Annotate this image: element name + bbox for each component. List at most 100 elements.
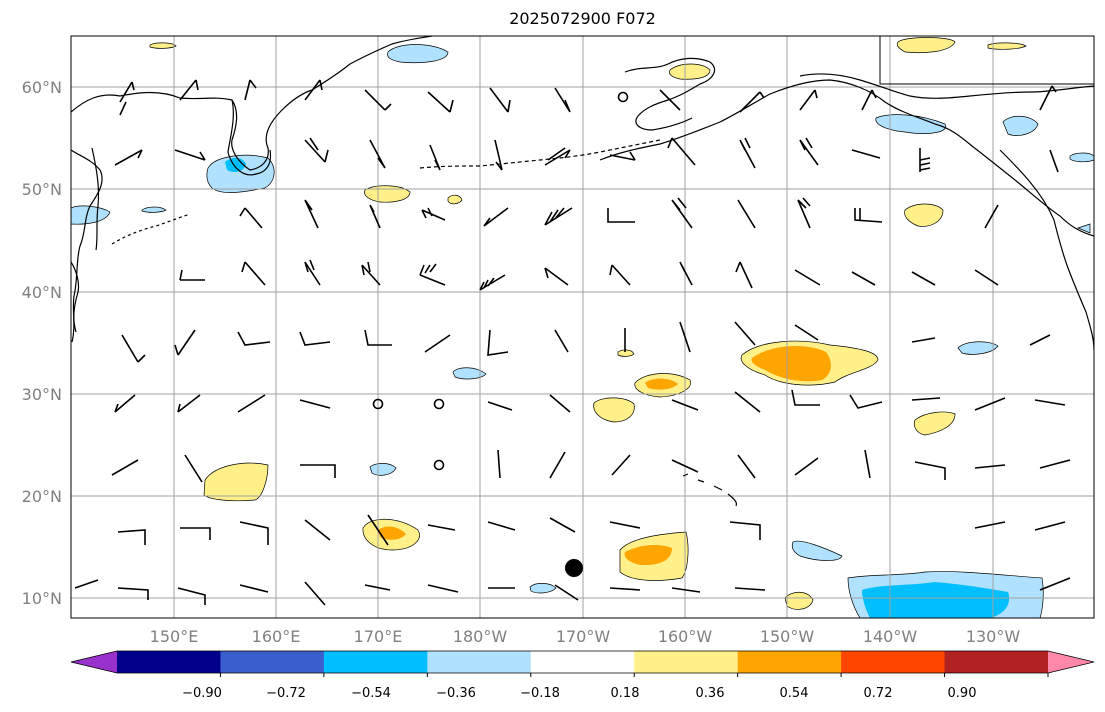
negative-anomaly — [71, 205, 111, 225]
positive-anomaly — [593, 397, 635, 423]
wind-barb — [729, 521, 761, 540]
wind-barb — [119, 81, 135, 116]
wind-barb — [424, 334, 451, 353]
wind-barb — [241, 261, 266, 286]
lon-label: 150°E — [150, 627, 199, 646]
aleutian-islands — [419, 139, 661, 169]
wind-barb — [734, 391, 761, 413]
wind-barb — [239, 207, 263, 229]
wind-barb — [739, 137, 756, 169]
wind-barb — [609, 521, 641, 529]
wind-barb — [861, 89, 877, 111]
lat-label: 20°N — [22, 487, 62, 506]
lat-label: 30°N — [22, 385, 62, 404]
wind-barb — [794, 269, 821, 286]
wind-barb — [735, 261, 753, 289]
wind-barb — [911, 397, 941, 401]
wind-barb — [799, 89, 818, 111]
wind-barb — [419, 263, 446, 286]
wind-barb — [671, 197, 693, 229]
anomaly-contours — [71, 37, 1094, 618]
wind-barb — [1034, 521, 1066, 531]
colorbar-tick-label: 0.36 — [696, 686, 725, 701]
okhotsk-coastline — [71, 149, 103, 343]
map-panel — [70, 35, 1095, 619]
wind-barb — [304, 519, 331, 541]
colorbar — [70, 650, 1095, 677]
kuril-islands — [111, 213, 191, 245]
arctic-coastline — [799, 73, 1094, 99]
positive-anomaly — [149, 42, 177, 49]
colorbar-tick-label: 0.72 — [864, 686, 893, 701]
wind-barb — [974, 521, 1006, 529]
positive-anomaly — [617, 349, 635, 357]
wind-barb — [179, 79, 199, 101]
lon-label: 160°E — [252, 627, 301, 646]
lon-label: 160°W — [658, 627, 713, 646]
wind-barb — [487, 401, 513, 411]
positive-anomaly — [669, 63, 711, 80]
positive-anomaly-core — [751, 346, 831, 382]
hawaii-islands — [682, 473, 738, 507]
wind-barb — [737, 199, 756, 229]
wind-barb — [74, 579, 99, 589]
wind-barb — [914, 461, 946, 480]
wind-barb — [494, 139, 503, 171]
colorbar-tick-label: −0.90 — [182, 686, 222, 701]
colorbar-tick-label: −0.54 — [351, 686, 391, 701]
negative-anomaly — [387, 44, 449, 64]
lat-label: 60°N — [22, 78, 62, 97]
wind-barb — [671, 459, 699, 473]
wind-barb — [1039, 85, 1057, 111]
alaska-coastline — [599, 79, 1094, 237]
map-frame — [70, 35, 1095, 619]
wind-barb — [799, 137, 819, 166]
longitude-labels: 150°E 160°E 170°E 180°W 170°W 160°W 150°… — [150, 627, 1021, 646]
wind-barb — [849, 394, 883, 409]
negative-anomaly-core — [225, 157, 246, 172]
wind-barb — [117, 529, 146, 545]
lon-label: 170°E — [354, 627, 403, 646]
wind-barb — [854, 208, 883, 223]
wind-barb — [304, 199, 319, 229]
wind-barb — [984, 204, 999, 229]
colorbar-segment — [427, 651, 532, 673]
wind-barb — [427, 91, 454, 113]
positive-anomaly-core — [624, 544, 672, 566]
wind-barb — [737, 454, 756, 479]
wind-barb — [911, 337, 936, 343]
wind-barb — [1034, 399, 1066, 406]
positive-anomaly — [896, 37, 956, 54]
calm-circle — [433, 398, 445, 410]
wind-barb — [974, 397, 1006, 411]
wind-barb — [794, 324, 819, 341]
wind-barb — [429, 144, 441, 171]
asia-coastline — [71, 36, 433, 171]
wind-barb — [919, 148, 931, 172]
colorbar-segment — [323, 651, 428, 673]
wind-barb — [427, 524, 456, 531]
wind-barb — [554, 584, 579, 601]
colorbar-segment — [530, 651, 635, 673]
positive-anomaly-core — [378, 526, 406, 540]
negative-anomaly — [1069, 152, 1094, 163]
lon-label: 130°W — [966, 627, 1021, 646]
wind-barb — [299, 331, 331, 346]
negative-anomaly — [529, 583, 557, 594]
colorbar-segment — [944, 651, 1049, 673]
wind-barb — [671, 399, 699, 411]
wind-barb — [421, 207, 446, 221]
negative-anomaly — [206, 154, 275, 193]
colorbar-tick-label: −0.72 — [266, 686, 306, 701]
wind-barb — [180, 527, 211, 540]
colorbar-tick-label: 0.54 — [780, 686, 809, 701]
wind-barb — [487, 329, 509, 356]
wind-barb — [1029, 334, 1051, 346]
lat-label: 50°N — [22, 180, 62, 199]
negative-anomaly — [957, 341, 999, 355]
positive-anomaly — [913, 411, 956, 436]
negative-anomaly — [1077, 223, 1091, 234]
wind-barb — [549, 451, 566, 479]
colorbar-segment — [634, 651, 739, 673]
wind-barb — [667, 137, 696, 166]
